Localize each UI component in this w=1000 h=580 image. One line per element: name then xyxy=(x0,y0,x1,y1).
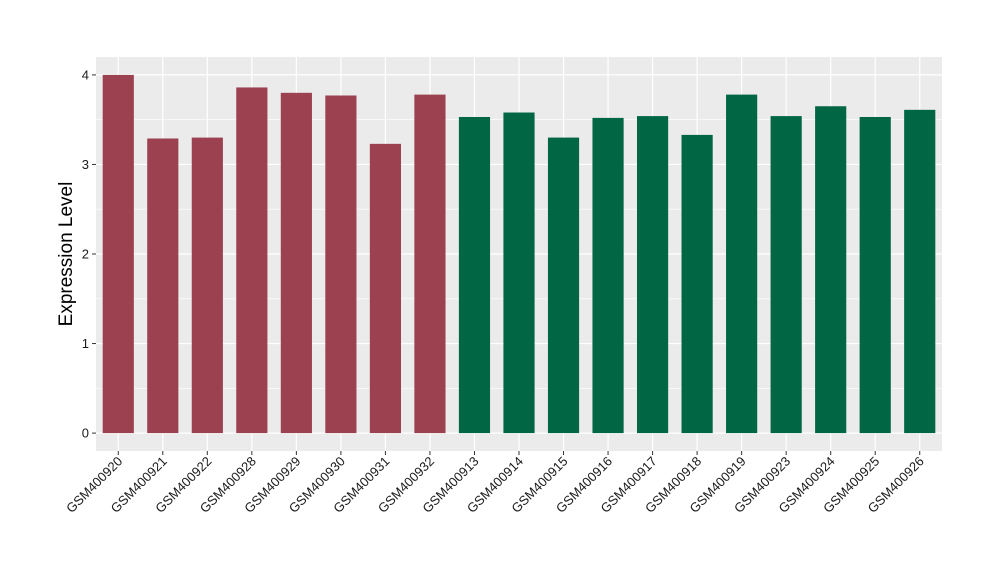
bar-GSM400922 xyxy=(191,137,223,434)
y-tick-label: 1 xyxy=(82,336,89,351)
y-tick-label: 2 xyxy=(82,247,89,262)
bar-GSM400914 xyxy=(503,112,535,434)
bar-GSM400918 xyxy=(681,134,713,434)
bar-GSM400930 xyxy=(325,95,357,434)
y-tick-label: 3 xyxy=(82,157,89,172)
bar-GSM400917 xyxy=(636,116,669,434)
y-axis: 0 1 2 3 4 xyxy=(82,67,96,441)
bar-GSM400915 xyxy=(547,137,580,434)
bar-GSM400921 xyxy=(147,138,179,434)
bars xyxy=(102,74,936,434)
bar-GSM400926 xyxy=(904,109,936,434)
bar-GSM400923 xyxy=(770,116,802,434)
bar-GSM400920 xyxy=(102,74,134,434)
bar-GSM400932 xyxy=(414,94,446,434)
bar-GSM400913 xyxy=(458,116,491,434)
bar-GSM400931 xyxy=(369,143,402,434)
y-axis-title: Expression Level xyxy=(56,182,77,327)
bar-GSM400919 xyxy=(726,94,758,434)
y-tick-label: 4 xyxy=(82,67,89,82)
y-tick-label: 0 xyxy=(82,426,89,441)
x-axis: GSM400920GSM400921GSM400922GSM400928GSM4… xyxy=(63,451,927,516)
bar-GSM400924 xyxy=(815,106,847,434)
bar-GSM400925 xyxy=(859,116,891,434)
bar-GSM400928 xyxy=(236,87,268,434)
bar-GSM400929 xyxy=(280,92,312,434)
bar-GSM400916 xyxy=(592,117,624,434)
